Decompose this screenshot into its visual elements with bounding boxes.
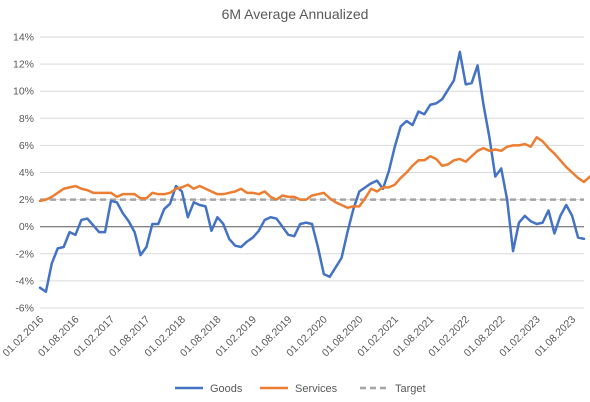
series-line-services: [38, 136, 590, 209]
legend-label-goods: Goods: [210, 383, 243, 395]
y-tick-label: 2%: [19, 194, 34, 206]
legend-label-services: Services: [295, 383, 338, 395]
y-tick-label: 10%: [13, 86, 34, 98]
y-axis-ticks: 14% 12% 10% 8% 6% 4% 2% 0% -2% -4% -6%: [13, 32, 34, 315]
legend: Goods Services Target: [175, 383, 426, 395]
y-tick-label: -4%: [15, 275, 34, 287]
series-lines: [38, 50, 590, 293]
y-tick-label: 8%: [19, 113, 34, 125]
series-line-goods: [38, 50, 586, 293]
y-tick-label: 0%: [19, 221, 34, 233]
y-tick-label: 6%: [19, 140, 34, 152]
y-tick-label: -6%: [15, 303, 34, 315]
y-tick-label: 4%: [19, 167, 34, 179]
x-axis-ticks: 01.02.201601.08.201601.02.201701.08.2017…: [0, 314, 578, 360]
y-tick-label: 14%: [13, 32, 34, 44]
y-tick-label: 12%: [13, 59, 34, 71]
chart-title: 6M Average Annualized: [222, 6, 369, 22]
legend-label-target: Target: [395, 383, 426, 395]
y-tick-label: -2%: [15, 248, 34, 260]
